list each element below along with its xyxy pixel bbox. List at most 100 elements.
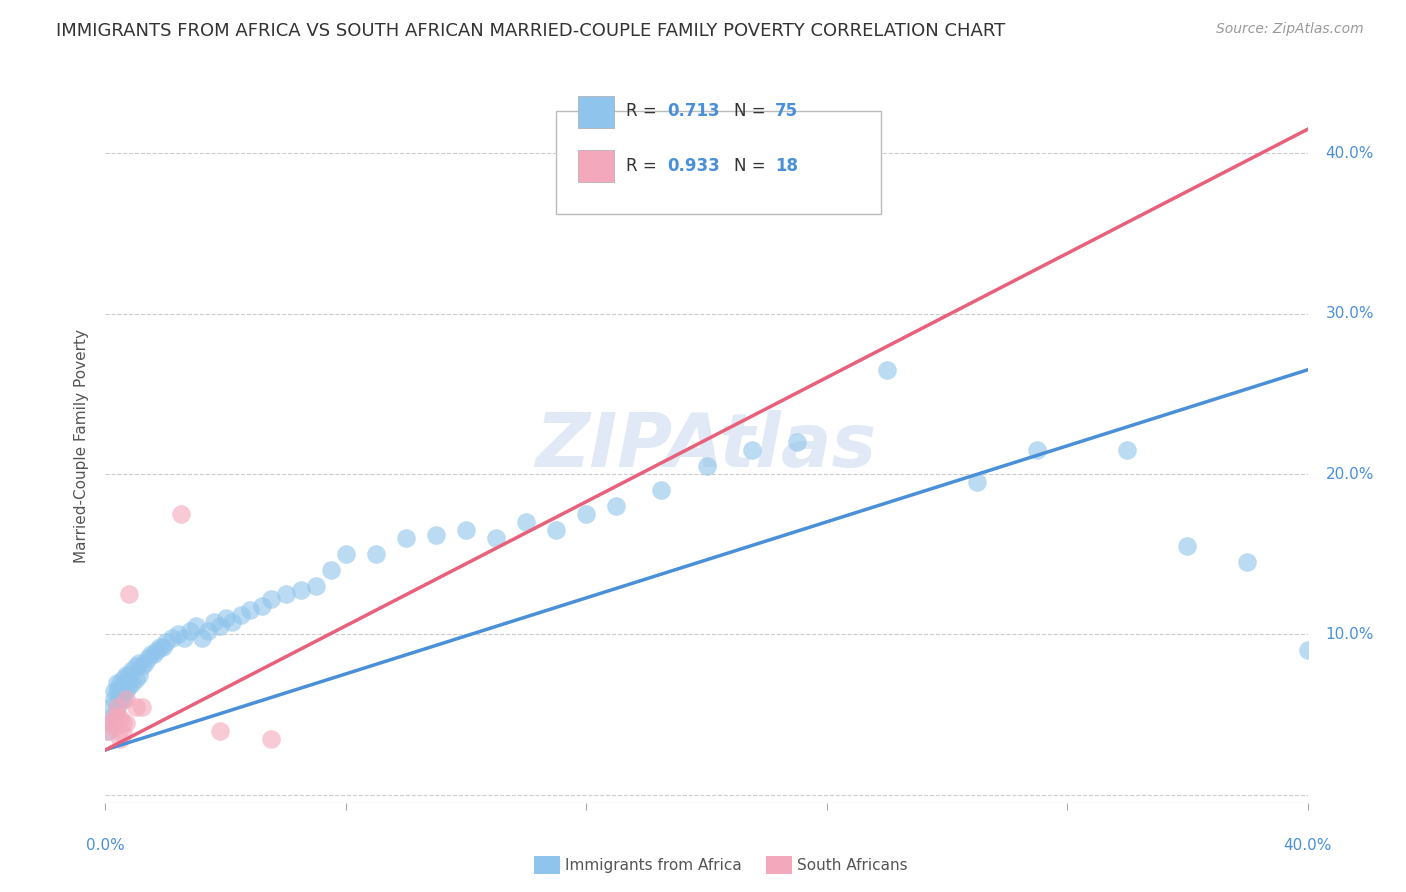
Point (110, 711, 132, 725)
Point (305, 579, 328, 593)
Text: ZIPAtlas: ZIPAtlas (536, 409, 877, 483)
Point (136, 651, 159, 665)
Point (110, 691, 132, 706)
Text: Immigrants from Africa: Immigrants from Africa (565, 858, 742, 872)
Point (107, 683, 129, 698)
Point (605, 499, 627, 513)
Point (335, 547, 357, 561)
Point (239, 603, 262, 617)
Point (214, 611, 236, 625)
Point (221, 615, 243, 629)
Point (395, 531, 418, 545)
Point (160, 631, 183, 645)
Text: 0.713: 0.713 (666, 102, 720, 120)
Point (1175, 539, 1198, 553)
Point (112, 691, 135, 706)
Bar (578, 150, 614, 182)
Point (148, 640, 170, 655)
Point (208, 723, 231, 738)
Text: 18: 18 (775, 157, 799, 175)
Point (1116, 442, 1139, 457)
Point (115, 667, 138, 681)
Point (121, 663, 143, 677)
FancyBboxPatch shape (557, 111, 880, 214)
Text: 30.0%: 30.0% (1326, 306, 1374, 321)
Point (250, 599, 273, 613)
Point (1236, 555, 1258, 569)
Point (110, 731, 132, 746)
Point (546, 523, 568, 537)
Point (145, 643, 167, 657)
Text: 40.0%: 40.0% (1284, 838, 1331, 853)
Point (155, 635, 177, 649)
Point (229, 608, 252, 623)
Point (110, 683, 132, 698)
Point (134, 657, 156, 671)
Text: N =: N = (734, 102, 770, 120)
Point (485, 531, 508, 545)
Point (107, 675, 129, 690)
Point (112, 727, 135, 741)
Point (100, 715, 122, 730)
Point (515, 515, 537, 529)
Point (115, 691, 138, 706)
Point (131, 699, 153, 714)
Text: R =: R = (626, 102, 662, 120)
Point (103, 721, 125, 735)
Point (121, 675, 143, 690)
Point (1296, 643, 1319, 657)
Point (112, 673, 135, 687)
Point (103, 711, 125, 725)
Point (128, 657, 150, 671)
Point (202, 615, 225, 629)
Text: 0.933: 0.933 (666, 157, 720, 175)
Point (100, 699, 122, 714)
Text: 0.0%: 0.0% (86, 838, 125, 853)
Point (107, 699, 129, 714)
Text: 10.0%: 10.0% (1326, 627, 1374, 642)
Text: South Africans: South Africans (797, 858, 908, 872)
Point (260, 731, 283, 746)
Point (260, 592, 283, 607)
Point (115, 675, 138, 690)
Text: 40.0%: 40.0% (1326, 146, 1374, 161)
Point (103, 691, 125, 706)
Point (97, 723, 120, 738)
Point (115, 715, 138, 730)
Point (650, 483, 672, 497)
Point (152, 640, 174, 655)
Point (100, 715, 122, 730)
Text: N =: N = (734, 157, 770, 175)
Point (741, 442, 763, 457)
Point (118, 667, 141, 681)
Point (364, 547, 387, 561)
Point (208, 619, 231, 633)
Point (118, 587, 141, 601)
Point (131, 659, 153, 673)
Text: IMMIGRANTS FROM AFRICA VS SOUTH AFRICAN MARRIED-COUPLE FAMILY POVERTY CORRELATIO: IMMIGRANTS FROM AFRICA VS SOUTH AFRICAN … (56, 22, 1005, 40)
Point (142, 647, 165, 661)
Point (197, 624, 219, 639)
Y-axis label: Married-Couple Family Poverty: Married-Couple Family Poverty (75, 329, 90, 563)
Point (103, 707, 125, 722)
Point (115, 683, 138, 698)
Point (184, 619, 207, 633)
Point (966, 475, 988, 489)
Point (173, 631, 195, 645)
Point (110, 675, 132, 690)
Point (454, 523, 477, 537)
Point (1026, 442, 1049, 457)
Point (107, 699, 129, 714)
Text: R =: R = (626, 157, 662, 175)
Point (319, 563, 342, 577)
Point (190, 631, 212, 645)
Point (118, 679, 141, 693)
Text: Source: ZipAtlas.com: Source: ZipAtlas.com (1216, 22, 1364, 37)
Point (124, 659, 146, 673)
Point (128, 667, 150, 681)
Point (696, 458, 718, 473)
Point (166, 627, 188, 641)
Point (425, 528, 447, 542)
Point (179, 624, 201, 639)
Point (876, 363, 898, 377)
